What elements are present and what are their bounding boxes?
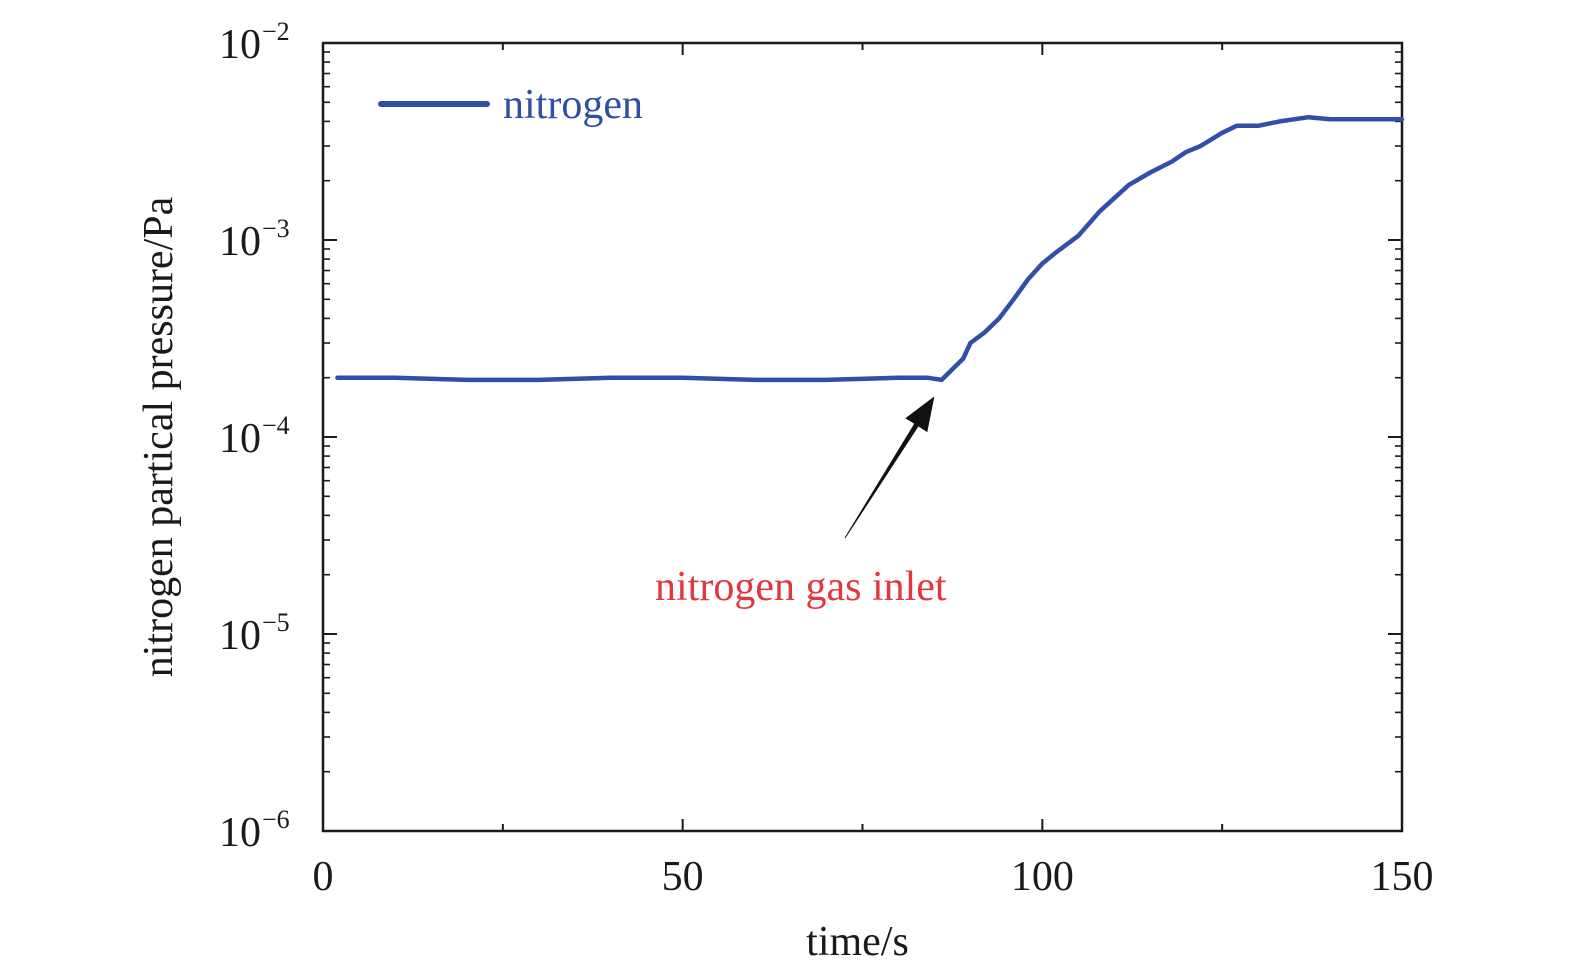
y-tick-label: 10 bbox=[219, 219, 261, 265]
legend-label-nitrogen: nitrogen bbox=[503, 82, 643, 128]
y-tick-exponent: −5 bbox=[262, 608, 290, 637]
annotation-label: nitrogen gas inlet bbox=[655, 564, 947, 610]
y-tick-label: 10 bbox=[219, 613, 261, 659]
x-tick-label: 100 bbox=[1011, 854, 1074, 900]
annotation-arrow-icon bbox=[844, 396, 935, 539]
y-tick-exponent: −4 bbox=[262, 411, 290, 440]
y-tick-exponent: −3 bbox=[262, 214, 290, 243]
y-tick-label: 10 bbox=[219, 810, 261, 856]
y-tick-exponent: −6 bbox=[262, 805, 290, 834]
y-axis-title: nitrogen partical pressure/Pa bbox=[136, 196, 182, 677]
x-tick-label: 0 bbox=[313, 854, 334, 900]
series-line-nitrogen bbox=[335, 114, 1405, 383]
legend: nitrogen bbox=[378, 82, 643, 128]
x-axis-title: time/s bbox=[806, 919, 909, 965]
x-tick-label: 50 bbox=[662, 854, 704, 900]
y-tick-label: 10 bbox=[219, 416, 261, 462]
series-group bbox=[335, 114, 1405, 383]
annotation-group: nitrogen gas inlet bbox=[655, 396, 947, 610]
y-tick-label: 10 bbox=[219, 22, 261, 68]
y-tick-exponent: −2 bbox=[262, 17, 290, 46]
axes-group bbox=[321, 41, 1404, 833]
x-tick-label: 150 bbox=[1371, 854, 1434, 900]
plot-frame bbox=[321, 41, 1404, 833]
